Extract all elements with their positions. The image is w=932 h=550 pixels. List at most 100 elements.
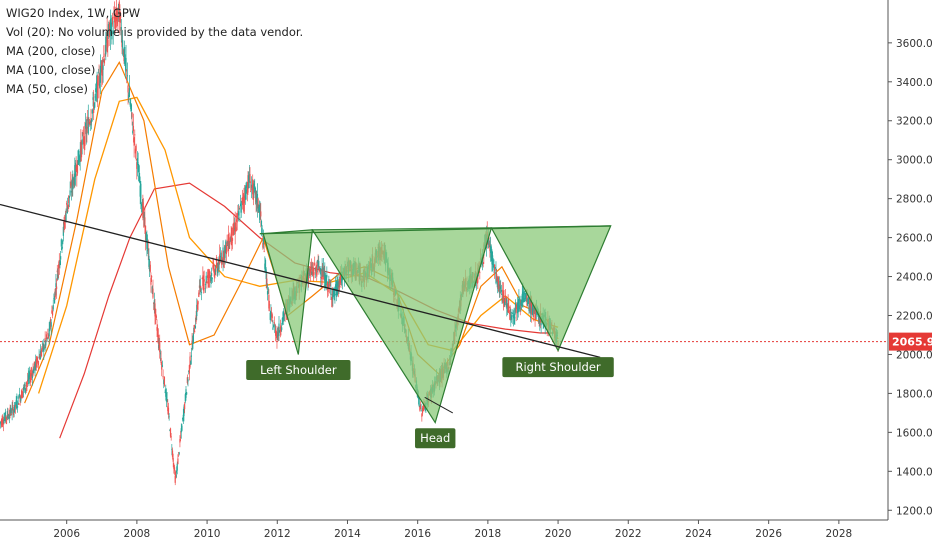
candle-body bbox=[126, 69, 128, 71]
candle-body bbox=[49, 324, 51, 331]
candle-body bbox=[275, 333, 277, 335]
candle-body bbox=[204, 283, 207, 285]
candle-body bbox=[312, 269, 314, 272]
legend-ma200[interactable]: MA (200, close) bbox=[6, 44, 96, 58]
head-and-shoulders-pattern[interactable] bbox=[262, 225, 612, 425]
candle-body bbox=[283, 312, 285, 320]
legend-ma100[interactable]: MA (100, close) bbox=[6, 63, 96, 77]
candle-body bbox=[42, 344, 44, 350]
candle-body bbox=[62, 226, 64, 236]
candle-body bbox=[520, 299, 523, 306]
candle-body bbox=[66, 203, 68, 205]
candle-body bbox=[88, 122, 90, 123]
candle-body bbox=[266, 291, 269, 295]
candle-body bbox=[281, 327, 283, 330]
candle-body bbox=[134, 134, 136, 136]
neckline[interactable] bbox=[259, 225, 611, 235]
annotation-1[interactable]: Left Shoulder bbox=[246, 360, 351, 381]
candle-body bbox=[514, 302, 517, 313]
ma200-line[interactable] bbox=[59, 182, 559, 439]
pattern-triangle-2[interactable] bbox=[311, 227, 493, 425]
candle-body bbox=[264, 263, 266, 269]
candle-body bbox=[187, 379, 189, 382]
candle-body bbox=[324, 274, 327, 288]
candle-body bbox=[73, 179, 75, 186]
candle-body bbox=[527, 302, 529, 304]
candle-body bbox=[179, 439, 181, 443]
candle-body bbox=[106, 29, 108, 52]
x-tick-label: 2020 bbox=[545, 528, 572, 540]
candle-body bbox=[33, 361, 35, 368]
candle-body bbox=[141, 206, 143, 214]
candle-body bbox=[229, 237, 231, 244]
candle-body bbox=[333, 287, 335, 296]
candle-body bbox=[140, 203, 143, 207]
candle-body bbox=[16, 406, 19, 408]
head-trend-segment[interactable] bbox=[424, 396, 454, 414]
candle-body bbox=[524, 293, 526, 295]
candle-body bbox=[222, 247, 224, 262]
candle-body bbox=[515, 306, 517, 313]
candle-body bbox=[70, 182, 72, 186]
candle-body bbox=[161, 365, 164, 367]
candle-body bbox=[69, 190, 71, 196]
candle-body bbox=[174, 475, 176, 483]
candle-body bbox=[136, 162, 138, 169]
candle-body bbox=[276, 331, 278, 341]
candle-body bbox=[169, 428, 172, 437]
candle-body bbox=[250, 184, 252, 188]
pattern-triangle-3[interactable] bbox=[490, 225, 612, 352]
candle-body bbox=[109, 23, 111, 27]
candle-body bbox=[310, 266, 312, 270]
trendline[interactable] bbox=[0, 203, 601, 359]
legend-title[interactable]: WIG20 Index, 1W, GPW bbox=[6, 6, 141, 20]
annotation-2[interactable]: Head bbox=[415, 428, 456, 449]
candle-body bbox=[173, 467, 176, 471]
candle-body bbox=[105, 36, 107, 55]
candle-body bbox=[124, 46, 126, 64]
candle-body bbox=[188, 370, 190, 372]
candle-body bbox=[60, 256, 62, 260]
drawn-lines[interactable] bbox=[0, 203, 611, 414]
candle-body bbox=[217, 264, 219, 270]
candle-body bbox=[86, 127, 88, 133]
candle-body bbox=[336, 281, 338, 296]
candle-body bbox=[518, 298, 520, 308]
candle-body bbox=[40, 352, 42, 356]
candle-body bbox=[143, 214, 145, 221]
candle-body bbox=[91, 109, 93, 114]
candle-body bbox=[233, 227, 236, 230]
candle-body bbox=[26, 382, 28, 385]
pattern-annotations[interactable]: Left Shoulder Head Right Shoulder bbox=[246, 357, 614, 449]
candle-body bbox=[56, 286, 58, 290]
candle-body bbox=[251, 185, 253, 187]
candle-body bbox=[35, 358, 37, 368]
candle-body bbox=[213, 271, 215, 277]
candle-body bbox=[144, 217, 146, 228]
candle-body bbox=[185, 389, 187, 398]
legend-volume[interactable]: Vol (20): No volume is provided by the d… bbox=[6, 25, 304, 39]
candle-body bbox=[18, 403, 20, 405]
candle-body bbox=[235, 227, 237, 231]
candle-body bbox=[139, 185, 141, 197]
candle-body bbox=[180, 428, 182, 433]
candle-body bbox=[89, 122, 91, 125]
candle-body bbox=[70, 190, 73, 193]
candle-body bbox=[159, 342, 161, 353]
candle-body bbox=[17, 396, 19, 399]
candle-body bbox=[39, 357, 41, 360]
candle-body bbox=[278, 323, 280, 337]
candle-body bbox=[203, 279, 205, 282]
pattern-triangle-1[interactable] bbox=[262, 229, 314, 355]
candle-body bbox=[519, 307, 521, 309]
candle-body bbox=[516, 302, 519, 314]
candle-body bbox=[314, 268, 316, 271]
legend-ma50[interactable]: MA (50, close) bbox=[6, 82, 88, 96]
candle-body bbox=[59, 261, 61, 266]
candle-body bbox=[176, 463, 178, 471]
annotation-3[interactable]: Right Shoulder bbox=[502, 357, 614, 378]
candle-body bbox=[267, 288, 269, 290]
candle-body bbox=[167, 406, 169, 412]
candle-body bbox=[27, 374, 29, 382]
